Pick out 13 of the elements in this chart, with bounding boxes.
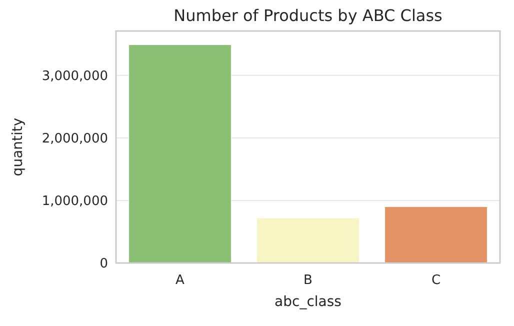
y-tick-label: 1,000,000	[42, 194, 108, 210]
bar	[384, 206, 488, 264]
y-tick-label: 3,000,000	[42, 68, 108, 84]
x-axis-title: abc_class	[274, 294, 342, 310]
bar	[128, 44, 232, 264]
x-tick-label: A	[176, 273, 185, 288]
chart-title: Number of Products by ABC Class	[174, 6, 442, 25]
y-tick-label: 0	[100, 256, 108, 272]
y-axis-title: quantity	[10, 118, 26, 176]
x-tick-label: C	[431, 273, 441, 288]
x-tick-label: B	[304, 273, 312, 288]
bar	[256, 218, 360, 264]
y-tick-label: 2,000,000	[42, 131, 108, 146]
